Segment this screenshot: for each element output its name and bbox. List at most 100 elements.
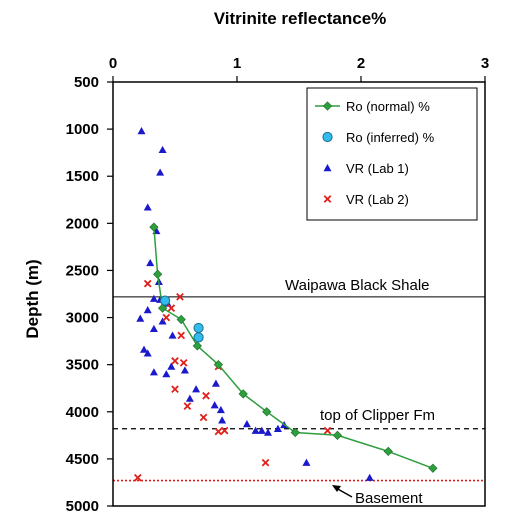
series-layer [133,126,438,482]
triangle-point [302,458,311,466]
triangle-point [257,426,266,434]
triangle-point [185,394,194,402]
diamond-point [262,407,272,417]
circle-point [193,322,204,334]
x-point [179,358,188,367]
y-tick-label: 500 [74,74,99,91]
legend-label: VR (Lab 1) [346,161,409,176]
diamond-point [428,463,438,473]
plot-area-border [112,81,486,507]
triangle-point [140,345,148,353]
y-tick-label: 1500 [66,168,99,185]
y-tick-label: 3500 [66,357,99,374]
triangle-point [167,362,176,370]
axis-ticks: 0 1 2 3500100015002000250030003500400045005… [66,55,490,515]
x-point [220,426,229,435]
reference-lines [113,296,485,482]
x-point [133,473,142,482]
triangle-point [216,405,225,414]
x-tick-label: 2 [357,55,365,72]
x-point [202,391,210,400]
y-tick-label: 2500 [66,262,99,279]
legend-label: Ro (normal) % [346,99,430,114]
waipawa-label: Waipawa Black Shale [285,277,430,294]
x-tick-label: 3 [481,55,489,72]
x-point [177,331,186,340]
legend-item: Ro (normal) % [315,99,430,114]
triangle-point [158,145,167,154]
x-tick-label: 1 [233,55,241,72]
circle-point [159,295,171,306]
triangle-point [192,385,201,393]
diamond-point [383,446,393,456]
triangle-point [146,258,155,267]
triangle-point [251,426,260,434]
x-axis-title: Vitrinite reflectance% [214,9,387,28]
circle-point [322,131,333,143]
diamond-point [322,101,333,111]
triangle-point [210,401,219,409]
legend-items: Ro (normal) % Ro (inferred) % VR (Lab 1) VR… [315,99,435,207]
legend-item: VR (Lab 2) [323,192,409,207]
triangle-point [156,168,165,176]
clipper-label: top of Clipper Fm [320,407,435,424]
x-point [214,427,223,436]
legend-item: VR (Lab 1) [323,161,409,176]
x-point [176,292,184,301]
y-tick-label: 1000 [66,121,99,138]
diamond-point [238,389,248,399]
triangle-point [264,428,272,436]
y-axis-title: Depth (m) [23,259,42,338]
basement-arrow [332,485,353,498]
triangle-point [168,331,177,339]
triangle-point [149,294,158,302]
x-point [323,195,332,203]
triangle-point [143,349,152,357]
series-1 [159,295,204,343]
x-point [143,279,152,288]
legend-box [306,87,478,221]
triangle-point [149,324,158,333]
diamond-point [157,303,168,313]
triangle-point [136,314,145,322]
x-tick-label: 0 [109,55,117,72]
diamond-point [213,360,224,370]
triangle-point [273,424,282,432]
y-tick-label: 2000 [66,215,99,232]
y-tick-label: 3000 [66,310,99,327]
legend-label: VR (Lab 2) [346,192,409,207]
legend-label: Ro (inferred) % [346,130,435,145]
y-tick-label: 4500 [66,451,99,468]
x-point [183,402,192,410]
diamond-point [290,427,300,438]
triangle-point [180,366,189,374]
x-point [323,426,332,435]
series-3 [133,279,332,482]
diamond-point [176,314,186,325]
legend: Ro (normal) % Ro (inferred) % VR (Lab 1) VR… [306,87,478,221]
x-point [199,413,208,422]
y-tick-label: 5000 [66,498,99,515]
triangle-point [143,203,152,211]
triangle-point [162,370,171,378]
x-point [171,385,179,394]
triangle-point [242,420,251,428]
diamond-point [332,430,343,440]
circle-point [193,332,204,343]
triangle-point [158,317,167,325]
x-point [167,304,176,312]
triangle-point [218,416,227,424]
triangle-point [143,306,152,314]
legend-item: Ro (inferred) % [322,130,435,145]
y-tick-label: 4000 [66,404,99,421]
diamond-point [192,341,202,351]
triangle-point [211,379,220,387]
triangle-point [137,126,146,135]
diamond-point [149,222,159,232]
triangle-point [365,473,374,481]
basement-label: Basement [355,490,423,507]
x-point [261,458,270,467]
triangle-point [149,368,158,376]
triangle-point [323,164,332,172]
x-point [171,357,179,365]
